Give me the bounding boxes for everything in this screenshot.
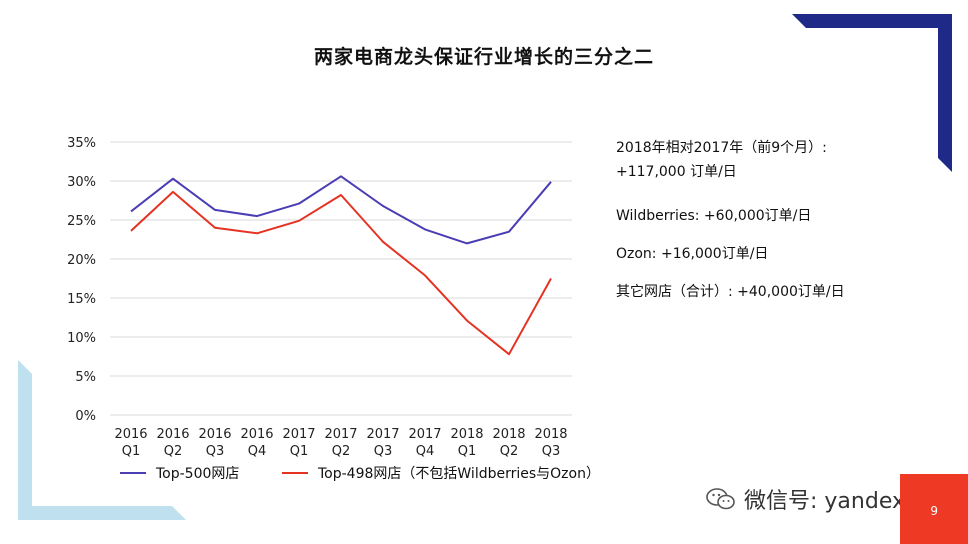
legend-swatch-top500 (120, 472, 146, 474)
x-tick-year: 2016 (198, 427, 231, 442)
note-ozon: Ozon: +16,000订单/日 (616, 246, 769, 262)
series-lines (130, 175, 552, 356)
series-line-top498 (130, 190, 552, 356)
x-tick-year: 2016 (114, 427, 147, 442)
x-tick-year: 2017 (324, 427, 357, 442)
grid-lines (110, 141, 572, 416)
x-axis-ticks: 2016 Q1 2016 Q2 2016 Q3 2016 Q4 2017 Q1 2017 Q2 2017… (114, 427, 567, 459)
legend-item-top500: Top-500网店 (120, 463, 239, 483)
growth-notes: 2018年相对2017年（前9个月）: +117,000 订单/日 Wildbe… (616, 136, 845, 304)
watermark: 微信号: yandexcn (706, 483, 931, 515)
note-line-2: +117,000 订单/日 (616, 164, 737, 180)
x-tick-year: 2016 (240, 427, 273, 442)
x-tick-quarter: Q3 (374, 444, 393, 459)
x-tick-quarter: Q1 (122, 444, 141, 459)
note-others: 其它网店（合计）: +40,000订单/日 (616, 284, 845, 300)
y-tick-label: 20% (67, 253, 96, 268)
legend-label-top500: Top-500网店 (156, 466, 240, 482)
x-tick-quarter: Q4 (248, 444, 267, 459)
x-tick-year: 2018 (450, 427, 483, 442)
x-tick-quarter: Q1 (458, 444, 477, 459)
y-tick-label: 15% (67, 292, 96, 307)
page-number-box: 9 (900, 474, 968, 544)
x-tick-year: 2017 (366, 427, 399, 442)
x-tick-quarter: Q3 (542, 444, 561, 459)
x-tick-quarter: Q2 (164, 444, 183, 459)
y-tick-label: 25% (67, 214, 96, 229)
legend-swatch-top498 (282, 472, 308, 474)
legend-item-top498: Top-498网店（不包括Wildberries与Ozon） (282, 463, 600, 483)
y-tick-label: 5% (75, 370, 96, 385)
x-tick-quarter: Q2 (500, 444, 519, 459)
x-tick-quarter: Q1 (290, 444, 309, 459)
page-number: 9 (930, 504, 938, 518)
x-tick-year: 2017 (282, 427, 315, 442)
y-tick-label: 30% (67, 175, 96, 190)
x-tick-quarter: Q4 (416, 444, 435, 459)
series-line-top500 (130, 175, 552, 245)
note-wildberries: Wildberries: +60,000订单/日 (616, 208, 812, 224)
x-tick-quarter: Q3 (206, 444, 225, 459)
x-tick-year: 2017 (408, 427, 441, 442)
y-tick-label: 10% (67, 331, 96, 346)
y-tick-label: 35% (67, 136, 96, 151)
y-tick-label: 0% (75, 409, 96, 424)
x-tick-year: 2018 (534, 427, 567, 442)
x-tick-quarter: Q2 (332, 444, 351, 459)
chart-title: 两家电商龙头保证行业增长的三分之二 (313, 46, 654, 68)
watermark-text: 微信号: yandexcn (744, 489, 931, 514)
wechat-icon (706, 488, 735, 510)
y-axis-ticks: 0% 5% 10% 15% 20% 25% 30% 35% (67, 136, 96, 424)
x-tick-year: 2016 (156, 427, 189, 442)
note-line-1: 2018年相对2017年（前9个月）: (616, 140, 827, 156)
x-tick-year: 2018 (492, 427, 525, 442)
legend-label-top498: Top-498网店（不包括Wildberries与Ozon） (318, 466, 600, 482)
